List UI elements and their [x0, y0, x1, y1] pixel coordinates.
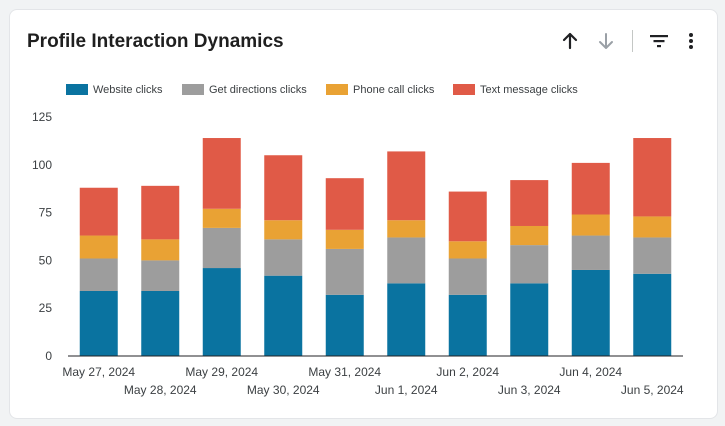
sort-descending-button[interactable] — [592, 28, 620, 54]
bar-segment-0-4[interactable] — [325, 294, 364, 356]
bar-segment-0-9[interactable] — [633, 273, 672, 356]
bar-segment-0-0[interactable] — [79, 290, 118, 356]
arrow-down-icon — [599, 33, 613, 49]
arrow-up-icon — [562, 32, 578, 50]
x-tick-label: May 28, 2024 — [124, 383, 197, 397]
x-tick-label: May 29, 2024 — [185, 365, 258, 379]
legend-label-2[interactable]: Phone call clicks — [353, 84, 435, 96]
bar-segment-0-3[interactable] — [264, 275, 303, 356]
bar-segment-1-6[interactable] — [448, 258, 487, 295]
bar-segment-2-1[interactable] — [141, 239, 180, 261]
bar-segment-0-7[interactable] — [510, 283, 549, 356]
bar-segment-1-0[interactable] — [79, 258, 118, 291]
y-tick-label: 50 — [39, 253, 53, 267]
bar-segment-0-8[interactable] — [571, 269, 610, 356]
chart-legend: Website clicks Get directions clicks Phone… — [66, 84, 578, 96]
bar-segment-3-5[interactable] — [387, 151, 426, 221]
bar-segment-3-8[interactable] — [571, 162, 610, 215]
y-tick-label: 100 — [32, 158, 52, 172]
y-tick-label: 0 — [45, 349, 52, 363]
bar-segment-3-2[interactable] — [202, 138, 241, 209]
bar-segment-3-4[interactable] — [325, 178, 364, 230]
bar-segment-2-0[interactable] — [79, 235, 118, 259]
bar-segment-3-6[interactable] — [448, 191, 487, 242]
bar-segment-0-6[interactable] — [448, 294, 487, 356]
bar-segment-2-3[interactable] — [264, 220, 303, 240]
bar-segment-1-8[interactable] — [571, 235, 610, 270]
card-title: Profile Interaction Dynamics — [27, 31, 284, 52]
bar-segment-2-4[interactable] — [325, 229, 364, 249]
legend-label-3[interactable]: Text message clicks — [480, 84, 578, 96]
bar-segment-3-0[interactable] — [79, 187, 118, 236]
bar-segment-2-2[interactable] — [202, 208, 241, 228]
x-tick-label: Jun 1, 2024 — [375, 383, 438, 397]
x-tick-label: Jun 2, 2024 — [436, 365, 499, 379]
bar-segment-1-2[interactable] — [202, 227, 241, 269]
x-axis: May 27, 2024 May 28, 2024 May 29, 2024 May … — [62, 355, 684, 397]
bar-segment-3-1[interactable] — [141, 185, 180, 240]
bar-segment-3-3[interactable] — [264, 155, 303, 221]
more-options-button[interactable] — [677, 28, 705, 54]
y-tick-label: 25 — [39, 301, 53, 315]
bar-segment-3-7[interactable] — [510, 180, 549, 226]
x-tick-label: Jun 4, 2024 — [559, 365, 622, 379]
y-axis: 0 25 50 75 100 125 — [32, 110, 52, 363]
filter-icon — [650, 35, 668, 48]
bar-segment-1-3[interactable] — [264, 239, 303, 276]
y-tick-label: 75 — [39, 206, 53, 220]
x-tick-label: Jun 3, 2024 — [498, 383, 561, 397]
bar-segment-1-4[interactable] — [325, 248, 364, 295]
bar-segment-2-9[interactable] — [633, 216, 672, 238]
legend-label-1[interactable]: Get directions clicks — [209, 84, 307, 96]
more-vert-icon — [689, 33, 693, 49]
legend-swatch-1 — [182, 84, 204, 95]
bars — [79, 138, 672, 356]
sort-ascending-button[interactable] — [556, 28, 584, 54]
bar-segment-3-9[interactable] — [633, 138, 672, 217]
bar-segment-2-5[interactable] — [387, 220, 426, 238]
bar-segment-1-5[interactable] — [387, 237, 426, 284]
legend-swatch-0 — [66, 84, 88, 95]
x-tick-label: May 30, 2024 — [247, 383, 320, 397]
bar-segment-2-7[interactable] — [510, 225, 549, 246]
legend-label-0[interactable]: Website clicks — [93, 84, 163, 96]
bar-segment-0-2[interactable] — [202, 268, 241, 356]
bar-segment-2-6[interactable] — [448, 241, 487, 259]
filter-button[interactable] — [645, 28, 673, 54]
legend-swatch-3 — [453, 84, 475, 95]
bar-segment-1-9[interactable] — [633, 237, 672, 274]
toolbar-divider — [632, 30, 633, 52]
x-tick-label: May 31, 2024 — [308, 365, 381, 379]
bar-segment-2-8[interactable] — [571, 214, 610, 236]
legend-swatch-2 — [326, 84, 348, 95]
bar-segment-0-1[interactable] — [141, 290, 180, 356]
chart-toolbar — [556, 28, 705, 54]
bar-segment-1-7[interactable] — [510, 245, 549, 284]
bar-segment-0-5[interactable] — [387, 283, 426, 356]
x-tick-label: Jun 5, 2024 — [621, 383, 684, 397]
bar-segment-1-1[interactable] — [141, 260, 180, 291]
y-tick-label: 125 — [32, 110, 52, 124]
x-tick-label: May 27, 2024 — [62, 365, 135, 379]
